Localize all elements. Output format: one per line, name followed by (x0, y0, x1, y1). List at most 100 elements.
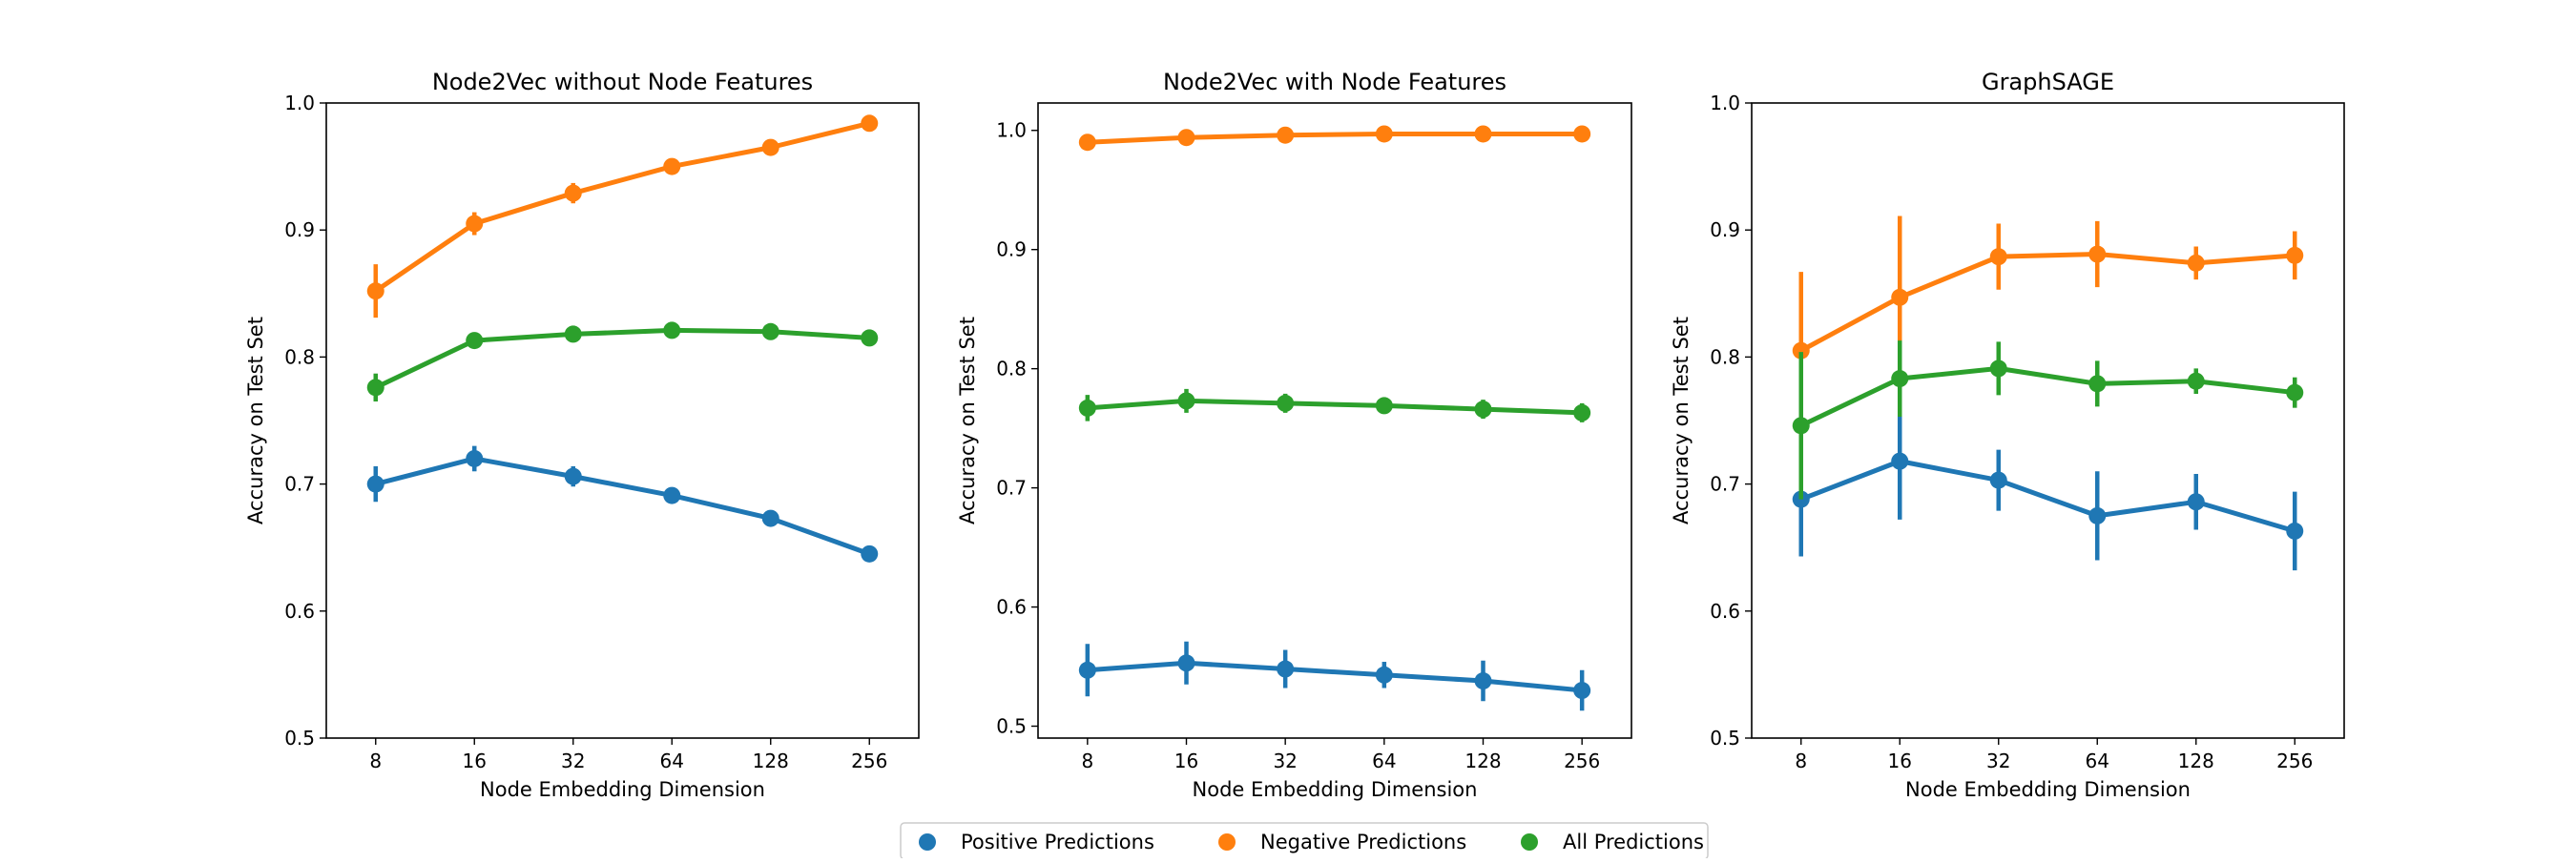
legend-item-1: Positive Predictions (919, 831, 1154, 853)
data-point (663, 157, 681, 175)
data-point (1375, 666, 1393, 684)
chart-panel-1: Node2Vec without Node Features 8 16 32 64 128… (244, 69, 920, 801)
y-tick-label: 1.0 (996, 119, 1027, 142)
chart-title: Node2Vec without Node Features (432, 69, 813, 95)
data-point (1891, 370, 1909, 388)
x-tick-label: 16 (1174, 750, 1198, 772)
x-tick-label: 256 (851, 750, 887, 772)
data-point (564, 325, 582, 343)
data-point (1891, 452, 1909, 470)
data-point (1891, 288, 1909, 306)
series-line (1085, 660, 1585, 693)
data-point (761, 138, 779, 156)
data-point (2088, 245, 2107, 263)
data-point (2286, 522, 2304, 540)
x-tick-label: 32 (1986, 750, 2010, 772)
chart-panel-2: Node2Vec with Node Features 8 16 32 64 128 256… (956, 69, 1632, 801)
legend-item-2: Negative Predictions (1218, 831, 1466, 853)
chart-title: Node2Vec with Node Features (1163, 69, 1506, 95)
y-tick-label: 0.9 (1710, 218, 1740, 241)
y-tick-label: 0.8 (284, 345, 315, 368)
y-tick-label: 0.7 (284, 473, 315, 496)
data-point (1989, 471, 2007, 489)
y-tick-label: 0.5 (1710, 727, 1740, 750)
y-tick-label: 0.5 (284, 727, 315, 750)
x-tick-label: 8 (369, 750, 382, 772)
legend-label: All Predictions (1563, 831, 1704, 853)
data-point (564, 184, 582, 202)
series-line (373, 327, 872, 390)
x-tick-label: 32 (1273, 750, 1297, 772)
data-point (1573, 125, 1591, 143)
data-point (2286, 383, 2304, 401)
x-tick-label: 128 (1465, 750, 1501, 772)
y-tick-label: 0.7 (996, 477, 1027, 500)
series-line (373, 120, 872, 294)
data-point (1375, 125, 1393, 143)
plot-frame (325, 102, 920, 739)
data-point (1573, 403, 1591, 421)
legend-marker (919, 833, 936, 851)
series-1 (1792, 402, 2304, 571)
y-tick-label: 1.0 (284, 92, 315, 114)
legend-marker (1218, 833, 1236, 851)
series-3 (1078, 388, 1591, 422)
series-line (1798, 365, 2297, 428)
y-tick-label: 0.6 (996, 596, 1027, 619)
data-point (1177, 129, 1195, 147)
data-point (366, 282, 384, 300)
data-point (1277, 394, 1295, 412)
y-tick-label: 0.6 (284, 600, 315, 623)
data-point (2187, 493, 2205, 511)
series-line (373, 456, 872, 557)
data-point (1474, 672, 1492, 690)
y-tick-label: 0.9 (996, 238, 1027, 261)
legend-marker (1521, 833, 1538, 851)
data-point (366, 475, 384, 493)
series-line (1798, 252, 2297, 354)
data-point (1573, 682, 1591, 700)
y-axis-label: Accuracy on Test Set (244, 317, 267, 524)
y-tick-label: 0.9 (284, 218, 315, 241)
data-point (861, 329, 879, 347)
legend-label: Positive Predictions (961, 831, 1154, 853)
data-point (1177, 654, 1195, 672)
y-tick-label: 0.6 (1710, 600, 1740, 623)
x-tick-label: 128 (2178, 750, 2214, 772)
data-point (466, 449, 484, 467)
x-tick-label: 64 (660, 750, 684, 772)
data-point (2088, 506, 2107, 524)
series-line (1085, 398, 1585, 416)
x-tick-label: 16 (463, 750, 487, 772)
data-point (1792, 417, 1810, 435)
y-tick-label: 0.5 (996, 715, 1027, 738)
x-tick-label: 256 (2276, 750, 2313, 772)
data-point (1277, 660, 1295, 678)
data-point (2286, 246, 2304, 264)
x-axis-label: Node Embedding Dimension (1905, 778, 2191, 801)
series-2 (1078, 125, 1591, 152)
data-point (2088, 375, 2107, 393)
series-1 (1078, 641, 1591, 711)
plot-frame (1037, 102, 1632, 739)
chart-panel-3: GraphSAGE 8 16 32 64 128 256 0.5 0.6 0.7 0.8 0.9 1.0… (1670, 69, 2345, 801)
data-point (1078, 661, 1096, 679)
series-line (1085, 131, 1585, 145)
y-axis-label: Accuracy on Test Set (1670, 317, 1693, 524)
series-2 (366, 114, 879, 318)
x-tick-label: 8 (1081, 750, 1093, 772)
data-point (366, 379, 384, 397)
data-point (2187, 254, 2205, 272)
series-3 (1792, 340, 2304, 500)
x-tick-label: 16 (1888, 750, 1912, 772)
series-3 (366, 321, 879, 402)
data-point (466, 215, 484, 233)
data-point (663, 321, 681, 339)
legend-label: Negative Predictions (1260, 831, 1466, 853)
x-tick-label: 128 (753, 750, 789, 772)
data-point (1792, 341, 1810, 360)
y-tick-label: 1.0 (1710, 92, 1740, 114)
data-point (861, 114, 879, 133)
